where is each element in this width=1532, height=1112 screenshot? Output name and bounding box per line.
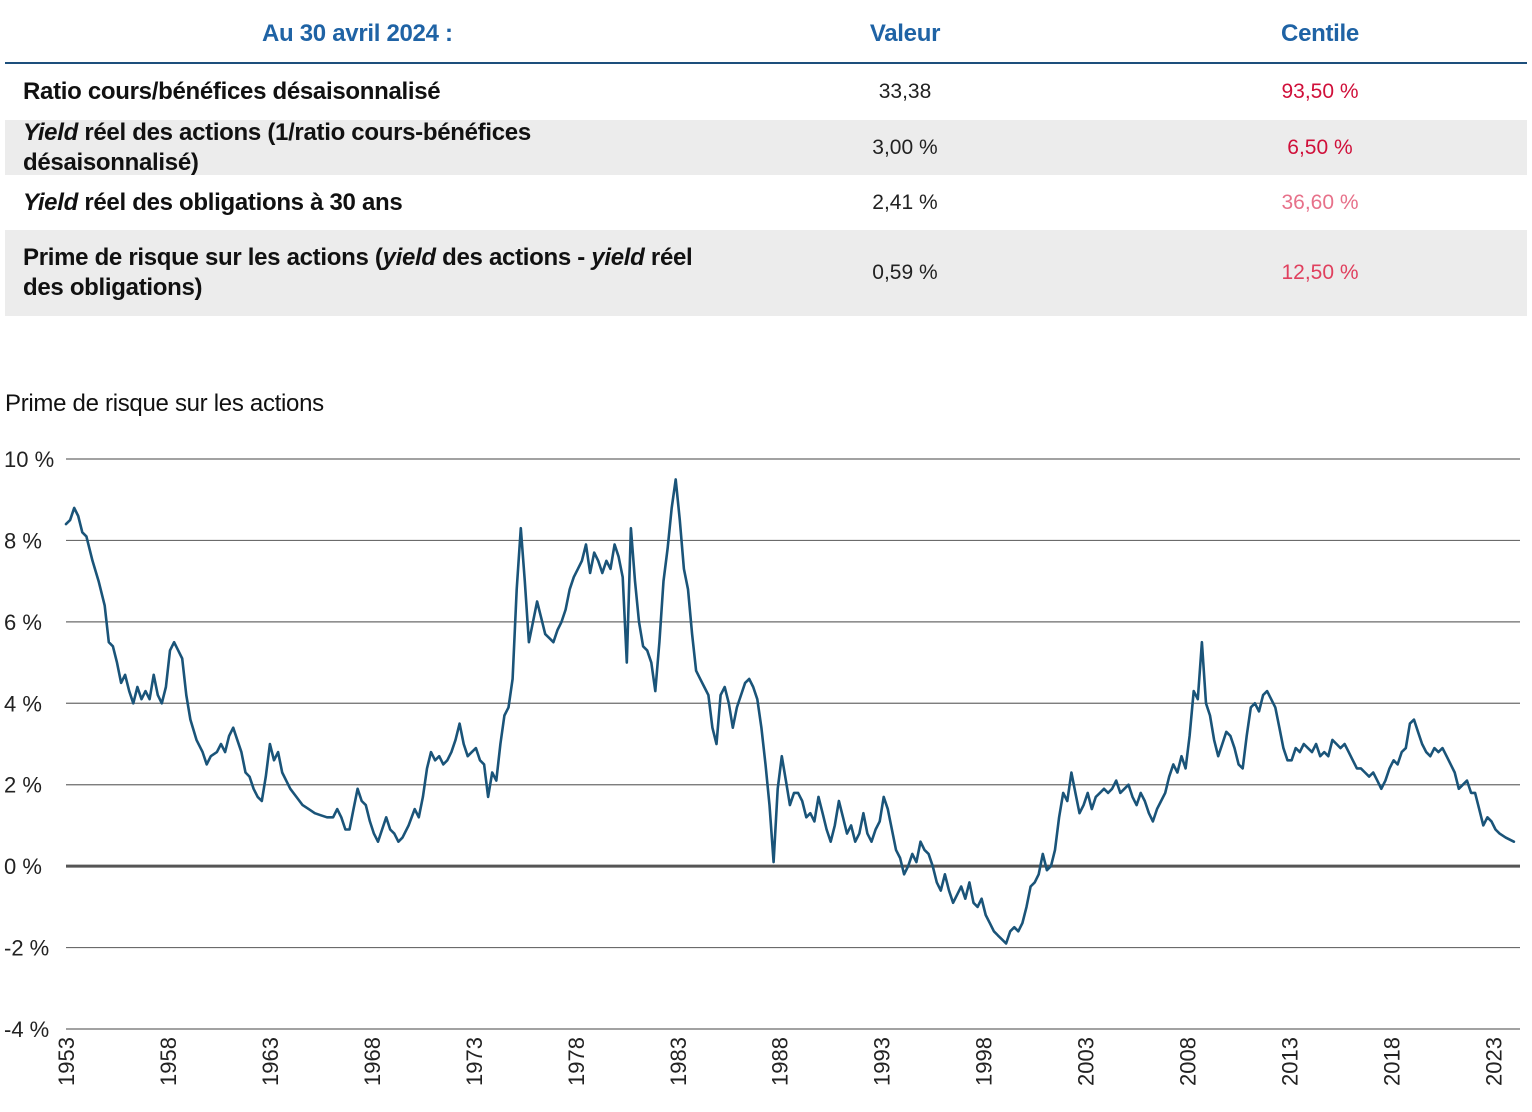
row-centile: 6,50 % (1287, 135, 1353, 159)
y-axis: 10 % 8 % 6 % 4 % 2 % 0 % -2 % -4 % (4, 447, 54, 1042)
line-chart: 10 % 8 % 6 % 4 % 2 % 0 % -2 % -4 % 1953 1958 1963… (4, 447, 1520, 1086)
row-label-part: Yield (23, 118, 78, 146)
row-label-part: Prime de risque sur les actions ( (23, 244, 383, 271)
row-label-part: des actions - (435, 244, 592, 271)
x-tick-label: 2018 (1380, 1037, 1405, 1086)
row-centile: 93,50 % (1281, 80, 1359, 103)
row-value: 0,59 % (872, 261, 938, 284)
x-tick-label: 2013 (1278, 1037, 1303, 1086)
y-tick-label: -4 % (4, 1017, 49, 1042)
x-tick-label: 2023 (1481, 1037, 1506, 1086)
row-label: Ratio cours/bénéfices désaisonnalisé (5, 77, 705, 107)
x-tick-label: 1953 (54, 1037, 79, 1086)
y-tick-label: 10 % (4, 447, 54, 472)
header-date: Au 30 avril 2024 : (262, 20, 453, 47)
x-tick-label: 2003 (1074, 1037, 1099, 1086)
x-tick-label: 1998 (972, 1037, 997, 1086)
table-row: Yield réel des actions (1/ratio cours-bé… (5, 118, 1527, 178)
table-row: Yield réel des obligations à 30 ans 2,41… (5, 175, 1527, 230)
x-tick-label: 1993 (870, 1037, 895, 1086)
table-header: Au 30 avril 2024 : Valeur Centile (5, 0, 1527, 64)
row-label-part: Yield (23, 188, 78, 216)
valuation-table: Au 30 avril 2024 : Valeur Centile Ratio … (5, 0, 1527, 316)
row-value: 2,41 % (872, 190, 938, 214)
row-label-part: yield (382, 244, 437, 271)
table-row: Prime de risque sur les actions (yield d… (5, 230, 1527, 316)
row-label-part: Ratio cours/bénéfices désaisonnalisé (23, 78, 441, 105)
x-axis: 1953 1958 1963 1968 1973 1978 1983 1988 1993 1998… (54, 1037, 1506, 1086)
x-tick-label: 1988 (768, 1037, 793, 1086)
x-tick-label: 2008 (1176, 1037, 1201, 1086)
row-label: Yield réel des obligations à 30 ans (5, 188, 705, 218)
series-layer (64, 478, 1516, 945)
row-centile: 12,50 % (1281, 261, 1359, 284)
y-tick-label: -2 % (4, 936, 49, 961)
row-value: 33,38 (878, 80, 932, 103)
x-tick-label: 1973 (462, 1037, 487, 1086)
header-value: Valeur (869, 20, 941, 47)
grid (66, 458, 1520, 1030)
series-line (64, 478, 1516, 945)
y-tick-label: 8 % (4, 528, 42, 553)
row-centile: 36,60 % (1281, 190, 1359, 214)
header-centile: Centile (1281, 20, 1359, 47)
y-tick-label: 0 % (4, 854, 42, 879)
chart-title: Prime de risque sur les actions (5, 390, 324, 417)
y-tick-label: 6 % (4, 610, 42, 635)
x-tick-label: 1983 (666, 1037, 691, 1086)
x-tick-label: 1968 (360, 1037, 385, 1086)
row-label-part: yield (591, 244, 645, 271)
table-row: Ratio cours/bénéfices désaisonnalisé 33,… (5, 64, 1527, 120)
row-value: 3,00 % (872, 135, 938, 159)
row-label-part: réel des actions (1/ratio cours-bénéfice… (23, 118, 531, 176)
row-label: Yield réel des actions (1/ratio cours-bé… (5, 118, 705, 178)
x-tick-label: 1978 (564, 1037, 589, 1086)
row-label: Prime de risque sur les actions (yield d… (5, 243, 705, 303)
y-tick-label: 4 % (4, 691, 42, 716)
x-tick-label: 1963 (258, 1037, 283, 1086)
x-tick-label: 1958 (156, 1037, 181, 1086)
row-label-part: réel des obligations) (23, 244, 693, 301)
row-label-part: réel des obligations à 30 ans (77, 188, 403, 216)
y-tick-label: 2 % (4, 773, 42, 798)
